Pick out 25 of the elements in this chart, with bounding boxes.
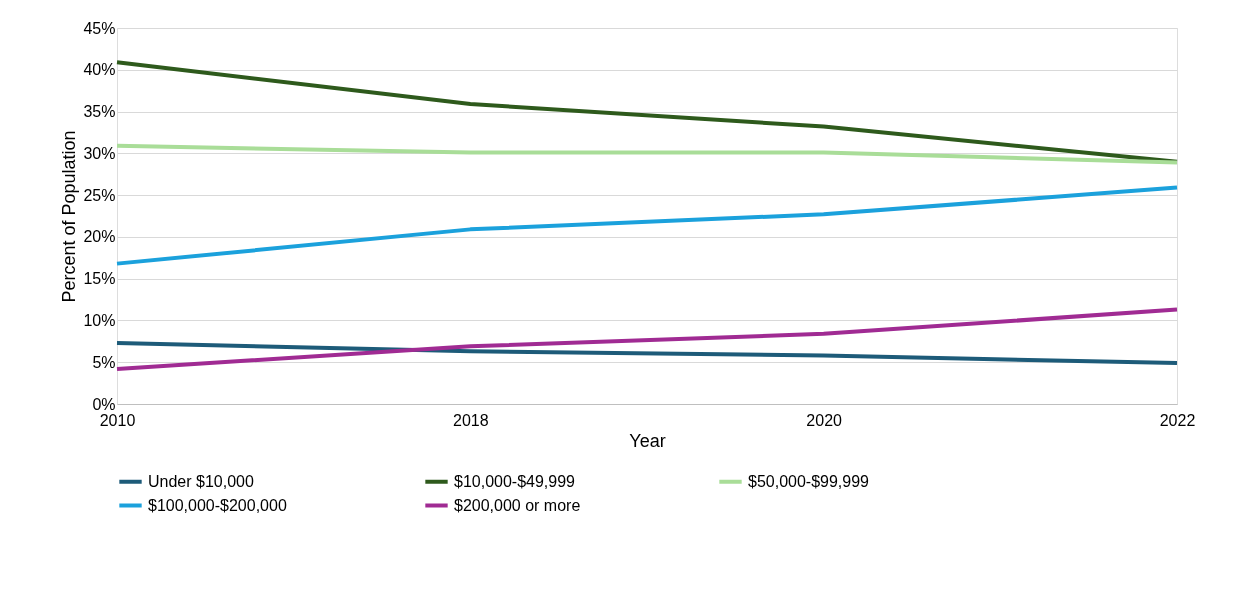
x-tick-label: 2010 [99, 411, 136, 429]
y-tick-label: 0% [92, 395, 116, 413]
y-tick-label: 15% [83, 270, 116, 288]
legend-label: Under $10,000 [148, 472, 254, 490]
x-tick-label: 2022 [1159, 411, 1196, 429]
y-tick-label: 20% [83, 228, 116, 246]
legend-label: $10,000-$49,999 [454, 472, 576, 490]
line-series [115, 60, 1179, 164]
y-tick-label: 10% [83, 311, 116, 329]
y-tick-label: 30% [83, 144, 116, 162]
y-tick-label: 35% [83, 103, 116, 121]
x-tick-label: 2020 [806, 411, 843, 429]
legend-label: $50,000-$99,999 [748, 472, 870, 490]
y-tick-label: 5% [92, 353, 116, 371]
legend-label: $200,000 or more [454, 496, 581, 514]
y-tick-label: 25% [83, 186, 116, 204]
legend-label: $100,000-$200,000 [148, 496, 287, 514]
line-series [115, 185, 1179, 266]
line-series [115, 341, 1179, 366]
y-tick-label: 45% [83, 19, 116, 37]
y-tick-label: 40% [83, 61, 116, 79]
x-axis-title: Year [629, 430, 666, 451]
line-series [115, 307, 1179, 371]
x-tick-label: 2018 [453, 411, 489, 429]
y-axis-title: Percent of Population [59, 130, 80, 303]
